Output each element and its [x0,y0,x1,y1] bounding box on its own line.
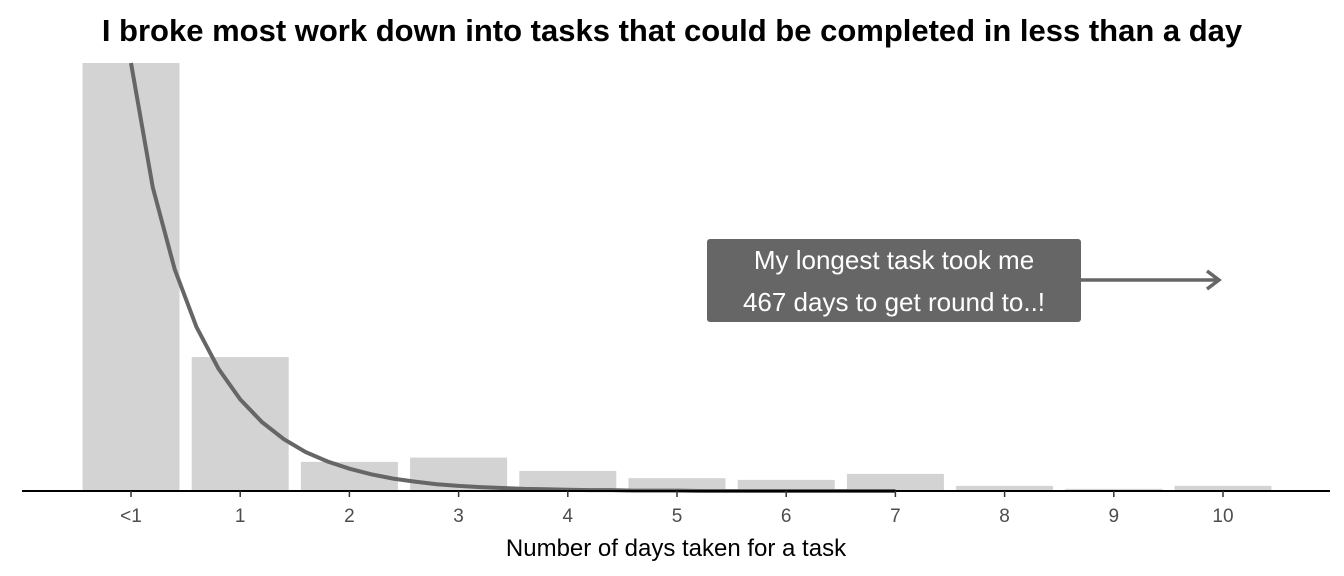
x-tick-label-3: 3 [453,506,464,527]
x-tick-label-7: 7 [890,506,901,527]
bars-group [82,63,1272,491]
x-tick-label-10: 10 [1212,506,1233,527]
bar-10 [1174,485,1272,491]
annotation: My longest task took me 467 days to get … [707,239,1222,322]
annotation-arrow-head [1205,269,1222,291]
x-tick-label-8: 8 [999,506,1010,527]
chart-title: I broke most work down into tasks that c… [102,13,1243,48]
x-tick-label-0: <1 [120,506,142,527]
annotation-box [707,239,1081,322]
x-ticks-group: <1 1 2 3 4 5 6 7 8 9 10 [120,491,1234,527]
x-tick-label-5: 5 [672,506,683,527]
bar-8 [956,485,1054,491]
bar-4 [519,470,617,491]
bar-7 [846,473,944,491]
bar-0 [82,63,180,491]
bar-1 [191,357,289,491]
bar-6 [737,479,835,491]
x-tick-label-6: 6 [781,506,792,527]
bar-5 [628,478,726,491]
bar-9 [1065,488,1163,491]
x-tick-label-2: 2 [344,506,355,527]
x-tick-label-1: 1 [235,506,246,527]
x-axis-title: Number of days taken for a task [506,535,847,562]
x-tick-label-4: 4 [563,506,574,527]
annotation-line-2: 467 days to get round to..! [743,287,1045,317]
annotation-line-1: My longest task took me [754,245,1034,275]
x-tick-label-9: 9 [1109,506,1120,527]
